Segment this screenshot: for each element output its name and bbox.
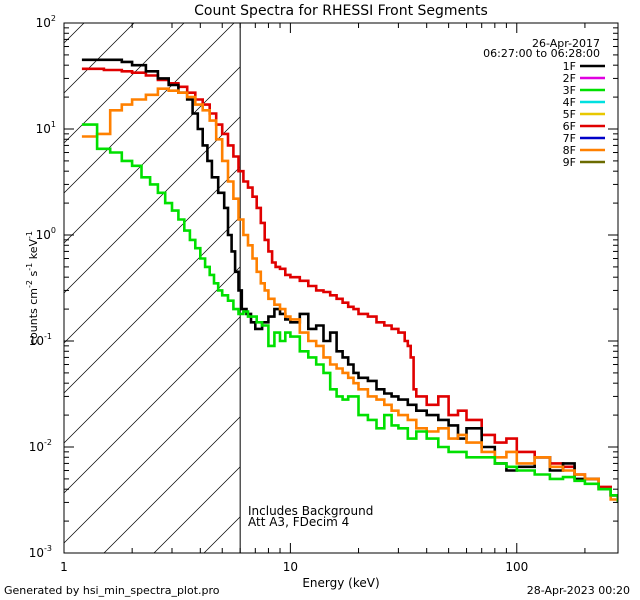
chart-title: Count Spectra for RHESSI Front Segments — [194, 3, 488, 19]
y-tick-label: 10-3 — [29, 544, 52, 560]
hatch-mask — [240, 23, 618, 553]
legend-label-3F: 3F — [563, 84, 576, 97]
time-range-label: 06:27:00 to 06:28:00 — [483, 47, 600, 60]
series-line-8F — [81, 87, 618, 503]
legend-label-4F: 4F — [563, 96, 576, 109]
legend-label-6F: 6F — [563, 120, 576, 133]
series-line-1F — [81, 58, 618, 503]
hatch-line — [64, 23, 85, 44]
legend-label-9F: 9F — [563, 156, 576, 169]
date-label: 26-Apr-2017 — [532, 37, 600, 50]
note-attenuator: Att A3, FDecim 4 — [248, 515, 349, 529]
x-tick-label: 10 — [283, 560, 298, 574]
y-tick-label: 100 — [36, 226, 56, 242]
hatch-line — [64, 23, 285, 244]
legend-label-2F: 2F — [563, 72, 576, 85]
legend-label-7F: 7F — [563, 132, 576, 145]
axes: 1 10 100 102 101 100 10-1 10-2 10-3 — [29, 14, 618, 574]
generated-by-label: Generated by hsi_min_spectra_plot.pro — [4, 584, 220, 597]
series-line-3F — [81, 123, 618, 503]
y-tick-label: 10-1 — [29, 332, 52, 348]
y-axis-label: counts cm-2 s-1 keV-1 — [25, 231, 40, 345]
legend-label-1F: 1F — [563, 60, 576, 73]
y-tick-label: 101 — [36, 120, 56, 136]
y-tick-label: 10-2 — [29, 438, 52, 454]
x-tick-label: 100 — [505, 560, 528, 574]
series-group — [81, 58, 618, 503]
legend-label-8F: 8F — [563, 144, 576, 157]
hatch-line — [64, 23, 235, 194]
legend-label-5F: 5F — [563, 108, 576, 121]
x-tick-label: 1 — [60, 560, 68, 574]
y-tick-label: 102 — [36, 14, 56, 30]
x-axis-label: Energy (keV) — [302, 576, 379, 590]
plot-frame — [63, 22, 619, 554]
hatch-line — [64, 23, 135, 94]
hatch-line — [64, 23, 185, 144]
note-background: Includes Background — [248, 504, 373, 518]
generated-timestamp: 28-Apr-2023 00:20 — [527, 584, 630, 597]
